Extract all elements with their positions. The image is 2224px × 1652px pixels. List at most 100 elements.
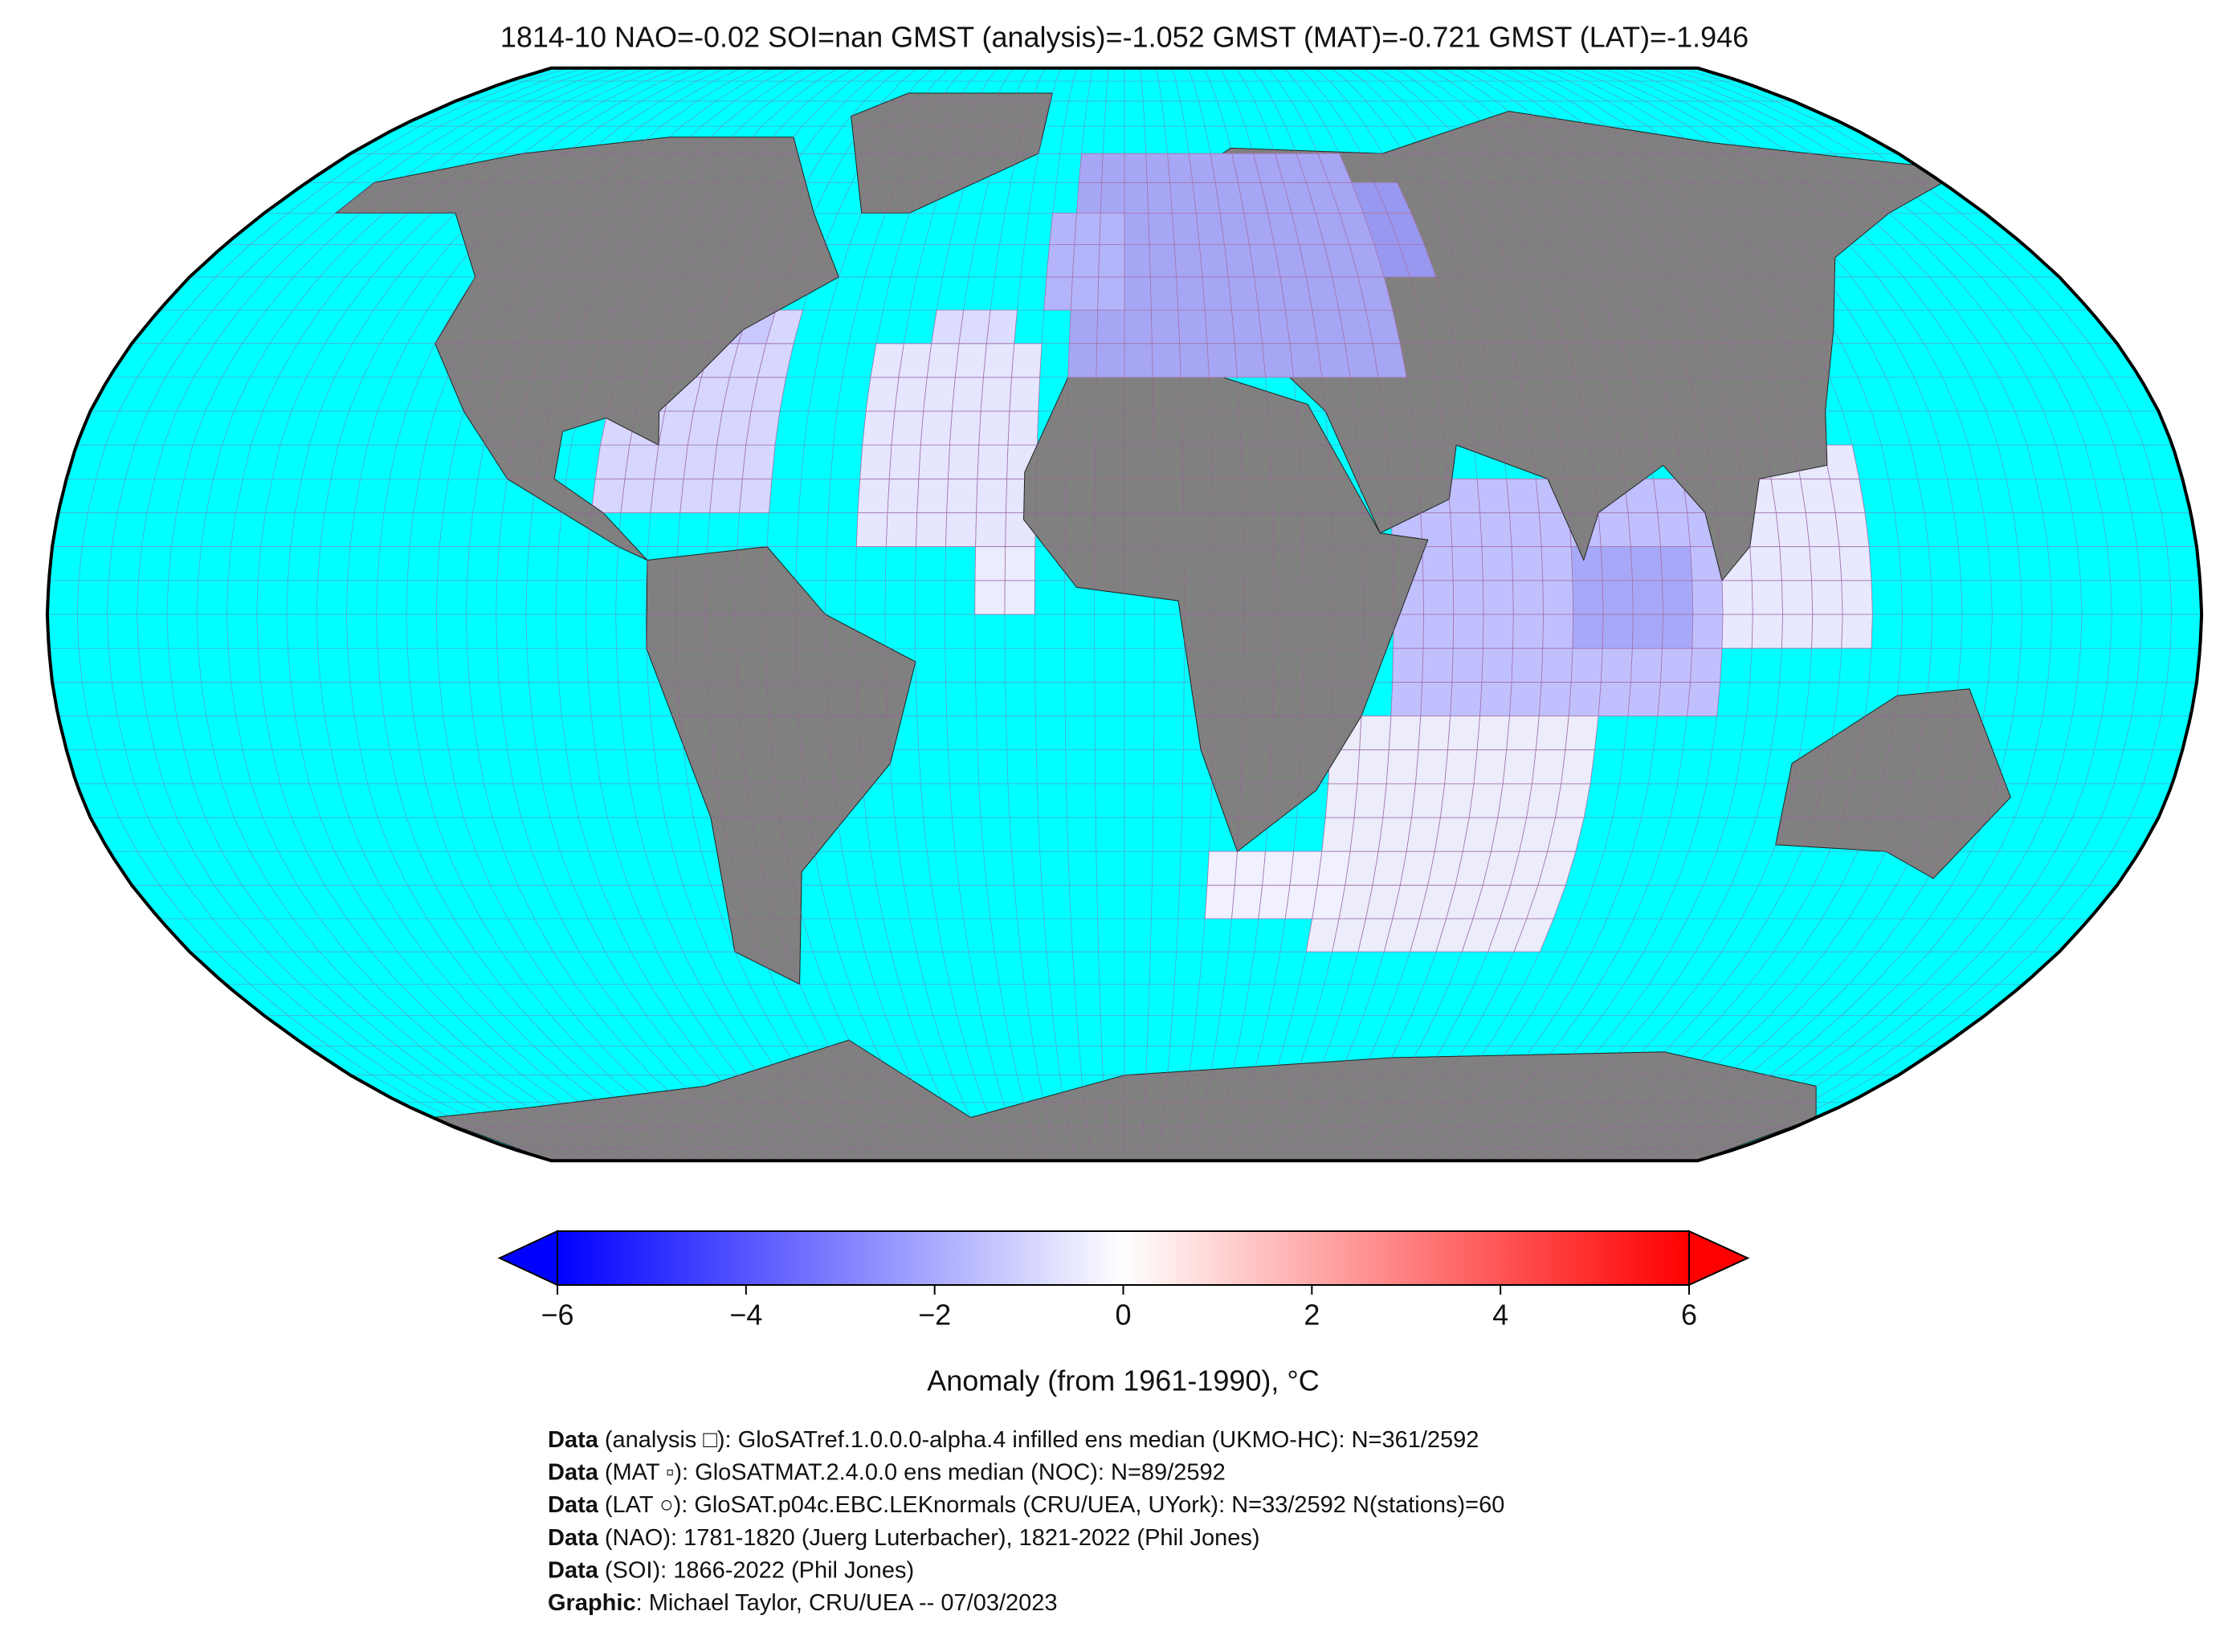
- grid-cell: [859, 444, 892, 479]
- grid-cell: [1572, 580, 1604, 615]
- grid-cell: [1349, 817, 1384, 852]
- grid-cell: [1173, 244, 1203, 278]
- grid-cell: [915, 512, 948, 548]
- grid-cell: [1007, 410, 1039, 446]
- grid-cell: [1662, 580, 1694, 615]
- credit-label: Data: [548, 1492, 599, 1518]
- grid-cell: [1572, 614, 1604, 649]
- grid-cell: [1540, 546, 1573, 581]
- grid-cell: [931, 309, 965, 345]
- grid-cell: [1172, 212, 1200, 245]
- colorbar-gradient: [557, 1230, 1690, 1286]
- grid-cell: [1809, 546, 1842, 581]
- grid-cell: [1829, 478, 1866, 513]
- grid-cell: [1451, 647, 1483, 683]
- grid-cell: [1411, 783, 1446, 818]
- grid-cell: [1542, 580, 1574, 615]
- grid-cell: [1570, 647, 1603, 683]
- grid-cell: [1046, 244, 1075, 278]
- grid-cell: [923, 377, 956, 412]
- grid-cell: [1538, 681, 1572, 716]
- credit-label: Data: [548, 1427, 599, 1453]
- grid-cell: [1749, 546, 1782, 581]
- grid-cell: [1385, 749, 1419, 785]
- credit-label: Graphic: [548, 1590, 636, 1616]
- grid-cell: [1627, 681, 1661, 716]
- grid-cell: [1540, 647, 1573, 683]
- grid-cell: [1660, 647, 1693, 683]
- grid-cell: [1388, 716, 1422, 751]
- grid-cell: [958, 309, 991, 345]
- grid-cell: [1324, 783, 1358, 818]
- grid-cell: [1602, 614, 1634, 649]
- grid-cell: [1631, 614, 1664, 649]
- grid-cell: [654, 444, 688, 479]
- grid-cell: [1392, 647, 1424, 683]
- grid-cell: [1721, 580, 1753, 615]
- grid-cell: [712, 444, 747, 479]
- grid-cell: [982, 343, 1015, 378]
- grid-cell: [1096, 309, 1125, 345]
- grid-cell: [1321, 817, 1355, 852]
- grid-cell: [976, 478, 1008, 513]
- grid-cell: [946, 478, 978, 513]
- grid-cell: [1043, 276, 1073, 311]
- grid-cell: [1452, 614, 1484, 649]
- grid-cell: [1390, 681, 1423, 716]
- grid-cell: [855, 512, 888, 548]
- grid-cell: [1179, 343, 1210, 378]
- grid-cell: [1422, 647, 1454, 683]
- grid-cell: [949, 410, 981, 446]
- credit-text: : Michael Taylor, CRU/UEA -- 07/03/2023: [636, 1590, 1058, 1616]
- grid-cell: [1506, 716, 1540, 751]
- grid-cell: [1101, 153, 1125, 183]
- grid-cell: [1422, 580, 1455, 615]
- colorbar-tick-label: 6: [1681, 1299, 1697, 1332]
- grid-cell: [1497, 783, 1532, 818]
- grid-cell: [920, 410, 953, 446]
- grid-cell: [1124, 309, 1153, 345]
- grid-cell: [1630, 647, 1663, 683]
- colorbar-extend-min: [497, 1230, 558, 1287]
- grid-cell: [985, 309, 1018, 345]
- grid-cell: [1565, 716, 1599, 751]
- grid-cell: [1151, 343, 1181, 378]
- grid-cell: [887, 478, 920, 513]
- grid-cell: [1227, 276, 1259, 311]
- grid-cell: [1482, 614, 1514, 649]
- grid-cell: [1204, 309, 1235, 345]
- grid-cell: [1657, 681, 1691, 716]
- colorbar-label: Anomaly (from 1961-1990), °C: [927, 1364, 1320, 1397]
- map: [47, 67, 2202, 1161]
- grid-cell: [1148, 212, 1175, 245]
- grid-cell: [888, 444, 921, 479]
- grid-cell: [1512, 614, 1545, 649]
- grid-cell: [1353, 783, 1387, 818]
- grid-cell: [1422, 614, 1455, 649]
- grid-cell: [1206, 343, 1238, 378]
- grid-cell: [1198, 244, 1229, 278]
- grid-cell: [1775, 512, 1810, 548]
- grid-cell: [1657, 512, 1691, 548]
- grid-cell: [1631, 580, 1664, 615]
- grid-cell: [1124, 212, 1150, 245]
- grid-cell: [1004, 546, 1036, 581]
- grid-cell: [1011, 343, 1043, 378]
- grid-cell: [1481, 647, 1514, 683]
- grid-cell: [1630, 546, 1663, 581]
- grid-cell: [1511, 546, 1544, 581]
- grid-cell: [857, 478, 890, 513]
- grid-cell: [1476, 478, 1510, 513]
- credit-line: Graphic: Michael Taylor, CRU/UEA -- 07/0…: [548, 1590, 1058, 1616]
- grid-cell: [977, 444, 1009, 479]
- grid-cell: [1096, 343, 1125, 378]
- grid-cell: [1811, 614, 1843, 649]
- grid-cell: [1124, 244, 1151, 278]
- grid-cell: [1254, 276, 1286, 311]
- colorbar-tick-label: 2: [1304, 1299, 1320, 1332]
- grid-cell: [1805, 512, 1840, 548]
- grid-cell: [916, 478, 949, 513]
- grid-cell: [1169, 182, 1197, 214]
- grid-cell: [1068, 309, 1099, 345]
